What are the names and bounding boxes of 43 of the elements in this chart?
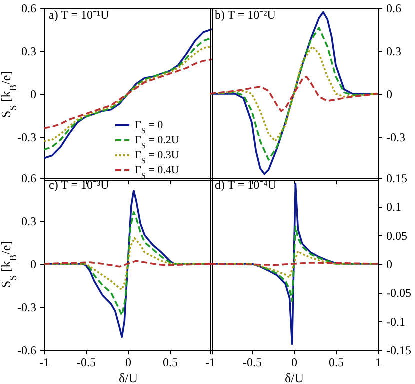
x-axis-title: δ/U: [284, 370, 305, 384]
line-series: [210, 76, 378, 112]
chart-title: d) T = 10⁻⁴U: [215, 178, 277, 192]
y-tick-label: 0.3: [386, 44, 402, 58]
line-series: [210, 27, 378, 161]
x-tick-label: 0: [292, 356, 298, 370]
y-tick-label: -0.3: [18, 300, 36, 314]
legend-label: Γ$_{S}$ = 0.2U: [135, 134, 180, 150]
line-series: [44, 58, 212, 130]
y-tick-label: 0.3: [22, 44, 36, 58]
y-tick-label: 0.6: [22, 2, 36, 16]
line-series: [210, 46, 378, 142]
legend-label: Γ$_{S}$ = 0.3U: [135, 150, 180, 165]
x-tick-label: 0: [126, 356, 132, 370]
y-tick-label: 0.05: [386, 228, 408, 243]
x-tick-label: 0.5: [163, 356, 178, 370]
y-tick-label: 0.3: [22, 214, 36, 228]
chart-title: c) T = 10⁻³U: [49, 178, 110, 192]
x-tick-label: -0.5: [243, 356, 262, 370]
y-tick-label: -0.3: [386, 130, 406, 144]
chart-title: a) T = 10⁻¹U: [49, 8, 110, 22]
y-tick-label: -0.3: [18, 130, 36, 144]
x-tick-label: 0.5: [329, 356, 344, 370]
y-tick-label: 0.1: [386, 200, 402, 214]
x-tick-label: -1: [206, 356, 216, 370]
legend-label: Γ$_{S}$ = 0: [135, 120, 164, 135]
y-tick-label: 0.6: [386, 2, 402, 16]
x-axis-title: δ/U: [118, 370, 139, 384]
x-tick-label: -1: [40, 356, 50, 370]
chart-title: b) T = 10⁻²U: [215, 8, 276, 22]
y-tick-label: 0.15: [386, 172, 408, 186]
y-tick-label: 0: [30, 258, 36, 272]
y-tick-label: 0: [386, 258, 392, 272]
y-tick-label: 0: [386, 88, 392, 102]
y-tick-label: 0: [30, 88, 36, 102]
y-tick-label: -0.15: [386, 344, 412, 358]
y-tick-label: -0.1: [386, 314, 406, 329]
x-tick-label: -0.5: [77, 356, 96, 370]
y-tick-label: -0.05: [386, 286, 412, 300]
y-tick-label: 0.6: [22, 172, 36, 186]
x-tick-label: 1: [376, 356, 382, 370]
line-series: [210, 11, 378, 176]
y-tick-label: -0.6: [18, 344, 36, 358]
